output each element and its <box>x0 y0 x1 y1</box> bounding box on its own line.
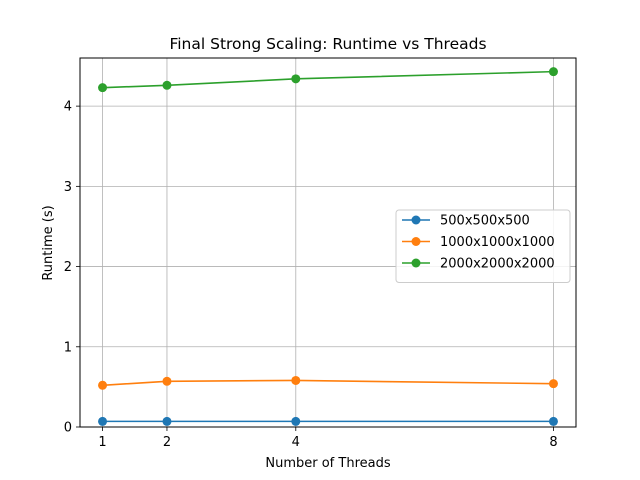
legend: 500x500x500 1000x1000x1000 2000x2000x2000 <box>395 209 571 283</box>
data-point <box>548 416 558 426</box>
series-2 <box>98 375 558 390</box>
series-line <box>102 379 554 387</box>
x-tick-label: 1 <box>98 435 106 450</box>
data-point <box>548 67 558 77</box>
x-tick-label: 4 <box>292 435 300 450</box>
legend-label: 500x500x500 <box>440 214 530 229</box>
data-point <box>162 416 172 426</box>
x-axis-title: Number of Threads <box>265 456 390 471</box>
data-point <box>162 376 172 386</box>
legend-label: 2000x2000x2000 <box>440 257 555 272</box>
legend-item: 500x500x500 <box>402 214 530 229</box>
legend-box <box>395 209 571 283</box>
legend-swatch-marker <box>411 258 421 268</box>
plot-frame <box>79 57 577 428</box>
legend-item: 2000x2000x2000 <box>402 257 555 272</box>
series-3 <box>98 67 558 93</box>
series-1 <box>98 416 558 426</box>
y-tick-label: 3 <box>64 180 72 195</box>
y-tick-label: 4 <box>64 100 72 115</box>
legend-item: 1000x1000x1000 <box>402 235 555 250</box>
y-tick-label: 1 <box>64 340 72 355</box>
data-point <box>98 380 108 390</box>
legend-label: 1000x1000x1000 <box>440 235 555 250</box>
chart-title: Final Strong Scaling: Runtime vs Threads <box>169 35 486 53</box>
data-point <box>291 416 301 426</box>
data-point <box>98 416 108 426</box>
data-point <box>162 80 172 90</box>
series-layer <box>98 67 558 426</box>
data-point <box>548 379 558 389</box>
y-tick-label: 0 <box>64 421 72 436</box>
data-point <box>98 83 108 93</box>
y-axis-title: Runtime (s) <box>41 205 56 280</box>
x-tick-label: 2 <box>163 435 171 450</box>
x-tick-label: 8 <box>549 435 557 450</box>
y-tick-label: 2 <box>64 260 72 275</box>
series-line <box>102 70 554 89</box>
axis-ticks: 1 2 4 8 0 1 2 3 4 <box>64 100 558 450</box>
data-point <box>291 375 301 385</box>
legend-swatch-marker <box>411 237 421 246</box>
data-point <box>291 74 301 84</box>
legend-swatch-marker <box>411 215 421 225</box>
